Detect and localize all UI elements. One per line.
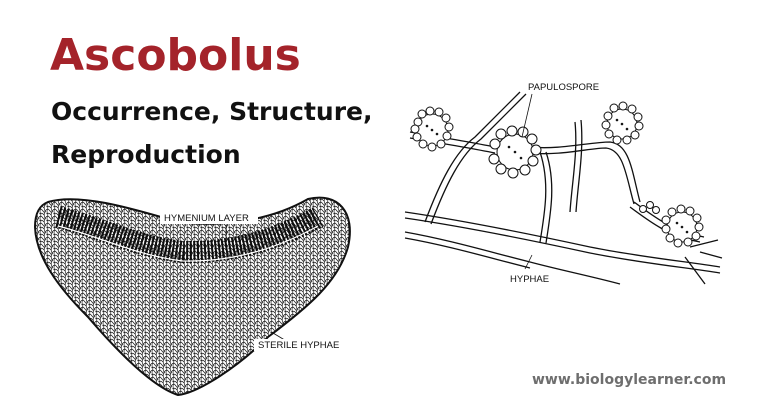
hymenium-layer-label: HYMENIUM LAYER (164, 213, 249, 224)
apothecium-section-diagram: HYMENIUM LAYER STERILE HYPHAE (33, 196, 351, 397)
hymenium-layer (55, 206, 324, 264)
hyphae-label: HYPHAE (510, 274, 549, 285)
page-title: Ascobolus (50, 30, 301, 81)
subtitle-line-2: Reproduction (51, 140, 241, 169)
papulospore-cluster-4 (639, 201, 704, 248)
spore-dots (425, 118, 689, 234)
subtitle-line-1: Occurrence, Structure, (51, 97, 373, 126)
papulospore-diagram: PAPULOSPORE HYPHAE (404, 82, 723, 285)
papulospore-label: PAPULOSPORE (528, 82, 599, 93)
site-url: www.biologylearner.com (532, 372, 727, 388)
hyphae-network (404, 91, 723, 285)
sterile-hyphae-label: STERILE HYPHAE (258, 340, 339, 351)
page-subtitle: Occurrence, Structure, Reproduction (51, 90, 411, 176)
